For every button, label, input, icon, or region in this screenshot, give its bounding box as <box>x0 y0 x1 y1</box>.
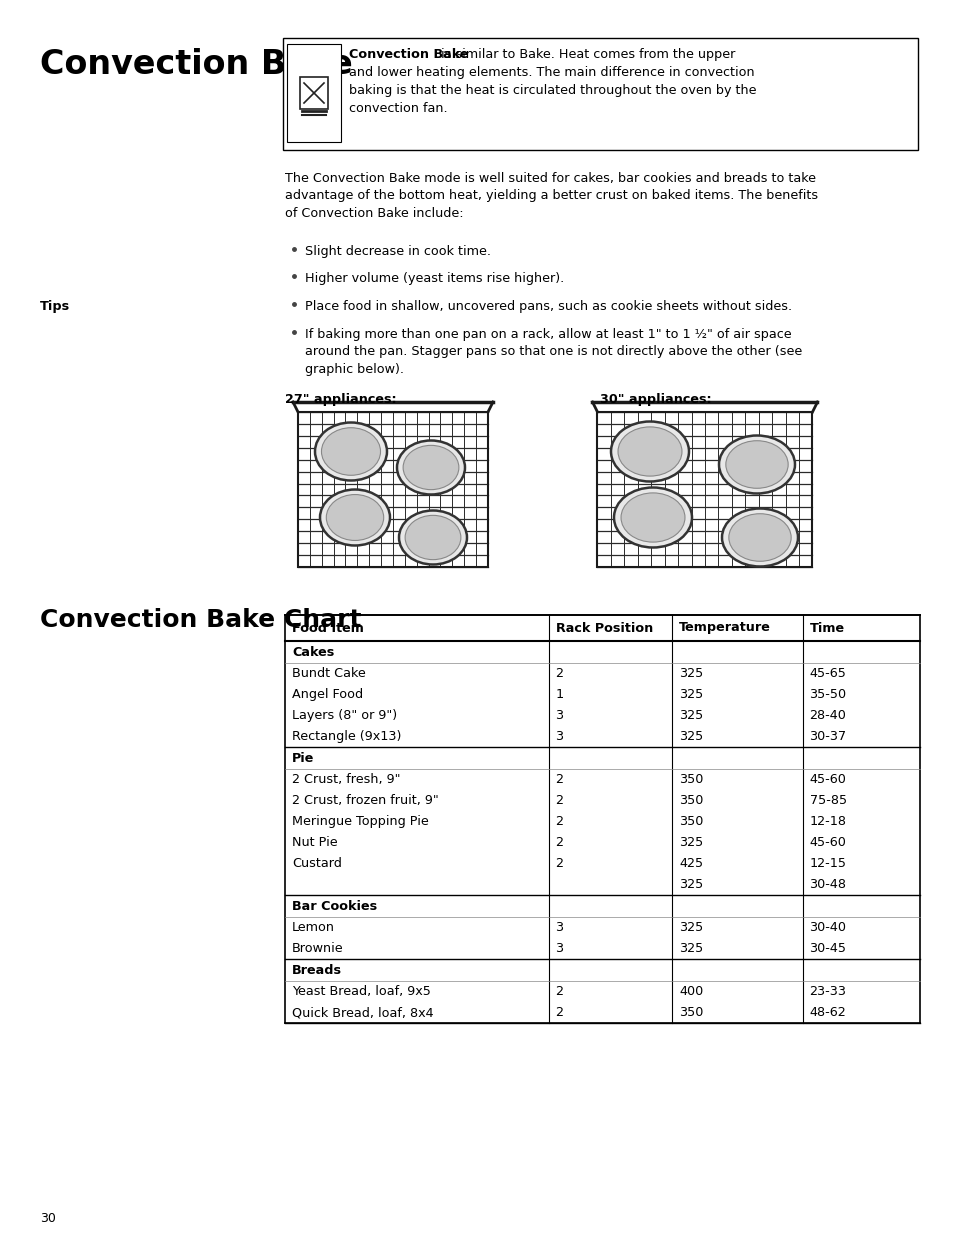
Ellipse shape <box>614 488 691 547</box>
Text: 350: 350 <box>679 773 703 785</box>
Text: 325: 325 <box>679 730 703 743</box>
Ellipse shape <box>314 422 387 480</box>
Text: 45-65: 45-65 <box>809 667 845 680</box>
Text: 3: 3 <box>555 942 563 955</box>
Bar <box>597 412 812 567</box>
Ellipse shape <box>721 509 797 567</box>
Ellipse shape <box>405 515 460 559</box>
Bar <box>287 44 340 142</box>
Text: Angel Food: Angel Food <box>292 688 363 701</box>
Text: 30-37: 30-37 <box>809 730 845 743</box>
Text: 23-33: 23-33 <box>809 986 845 998</box>
Text: 325: 325 <box>679 836 703 848</box>
Text: 350: 350 <box>679 815 703 827</box>
Bar <box>297 412 488 567</box>
Text: 35-50: 35-50 <box>809 688 845 701</box>
Text: 2: 2 <box>555 667 563 680</box>
Text: 30-45: 30-45 <box>809 942 845 955</box>
Text: Bundt Cake: Bundt Cake <box>292 667 365 680</box>
Text: 325: 325 <box>679 878 703 890</box>
Text: 28-40: 28-40 <box>809 709 845 722</box>
Text: Breads: Breads <box>292 963 341 977</box>
Text: Quick Bread, loaf, 8x4: Quick Bread, loaf, 8x4 <box>292 1007 434 1019</box>
Text: 2: 2 <box>555 857 563 869</box>
Text: 2: 2 <box>555 794 563 806</box>
Ellipse shape <box>319 489 390 546</box>
Text: 30-48: 30-48 <box>809 878 845 890</box>
Ellipse shape <box>725 441 787 488</box>
Text: Time: Time <box>809 621 843 635</box>
Text: 48-62: 48-62 <box>809 1007 845 1019</box>
Text: 2: 2 <box>555 1007 563 1019</box>
Text: 3: 3 <box>555 921 563 934</box>
Text: Higher volume (yeast items rise higher).: Higher volume (yeast items rise higher). <box>305 272 563 285</box>
Text: 30-40: 30-40 <box>809 921 845 934</box>
Text: The Convection Bake mode is well suited for cakes, bar cookies and breads to tak: The Convection Bake mode is well suited … <box>285 172 818 220</box>
Text: Convection Bake Chart: Convection Bake Chart <box>40 608 361 632</box>
Text: Brownie: Brownie <box>292 942 343 955</box>
Ellipse shape <box>396 441 464 494</box>
Text: Custard: Custard <box>292 857 341 869</box>
Ellipse shape <box>610 421 688 482</box>
Text: Rectangle (9x13): Rectangle (9x13) <box>292 730 401 743</box>
Text: Cakes: Cakes <box>292 646 334 658</box>
Text: 45-60: 45-60 <box>809 773 845 785</box>
Text: 30" appliances:: 30" appliances: <box>599 393 711 406</box>
Text: Yeast Bread, loaf, 9x5: Yeast Bread, loaf, 9x5 <box>292 986 431 998</box>
Text: 3: 3 <box>555 730 563 743</box>
Text: Temperature: Temperature <box>679 621 770 635</box>
Text: 2: 2 <box>555 773 563 785</box>
Text: 3: 3 <box>555 709 563 722</box>
Text: Place food in shallow, uncovered pans, such as cookie sheets without sides.: Place food in shallow, uncovered pans, s… <box>305 300 791 312</box>
Ellipse shape <box>326 494 383 541</box>
Text: 325: 325 <box>679 921 703 934</box>
Text: 2: 2 <box>555 836 563 848</box>
Ellipse shape <box>398 510 467 564</box>
Text: Lemon: Lemon <box>292 921 335 934</box>
Text: 350: 350 <box>679 794 703 806</box>
Text: 400: 400 <box>679 986 703 998</box>
Text: 75-85: 75-85 <box>809 794 845 806</box>
Text: Tips: Tips <box>40 300 71 312</box>
Text: Nut Pie: Nut Pie <box>292 836 337 848</box>
Text: 30: 30 <box>40 1212 56 1225</box>
Text: 425: 425 <box>679 857 702 869</box>
Text: 2 Crust, frozen fruit, 9": 2 Crust, frozen fruit, 9" <box>292 794 438 806</box>
Text: 12-15: 12-15 <box>809 857 845 869</box>
Text: 12-18: 12-18 <box>809 815 845 827</box>
Text: 45-60: 45-60 <box>809 836 845 848</box>
Text: 325: 325 <box>679 667 703 680</box>
Text: 325: 325 <box>679 688 703 701</box>
Text: Meringue Topping Pie: Meringue Topping Pie <box>292 815 428 827</box>
Text: Bar Cookies: Bar Cookies <box>292 899 376 913</box>
Text: 2: 2 <box>555 815 563 827</box>
Text: 2 Crust, fresh, 9": 2 Crust, fresh, 9" <box>292 773 400 785</box>
Text: convection fan.: convection fan. <box>349 103 447 115</box>
Ellipse shape <box>321 427 380 475</box>
Text: If baking more than one pan on a rack, allow at least 1" to 1 ½" of air space
ar: If baking more than one pan on a rack, a… <box>305 329 801 375</box>
Text: 1: 1 <box>555 688 563 701</box>
Text: baking is that the heat is circulated throughout the oven by the: baking is that the heat is circulated th… <box>349 84 756 98</box>
Text: 325: 325 <box>679 942 703 955</box>
Text: Food Item: Food Item <box>292 621 363 635</box>
Text: Rack Position: Rack Position <box>555 621 652 635</box>
Text: 325: 325 <box>679 709 703 722</box>
Text: and lower heating elements. The main difference in convection: and lower heating elements. The main dif… <box>349 65 754 79</box>
Text: Convection Bake: Convection Bake <box>349 48 468 61</box>
Text: Pie: Pie <box>292 752 314 764</box>
Bar <box>299 77 328 109</box>
Text: is similar to Bake. Heat comes from the upper: is similar to Bake. Heat comes from the … <box>436 48 735 61</box>
Ellipse shape <box>403 446 458 489</box>
Text: 2: 2 <box>555 986 563 998</box>
Text: 350: 350 <box>679 1007 703 1019</box>
Ellipse shape <box>719 436 794 494</box>
Bar <box>283 38 917 149</box>
Text: Convection Bake: Convection Bake <box>40 48 353 82</box>
Ellipse shape <box>618 427 681 477</box>
Text: Slight decrease in cook time.: Slight decrease in cook time. <box>305 245 491 258</box>
Text: Layers (8" or 9"): Layers (8" or 9") <box>292 709 396 722</box>
Text: 27" appliances:: 27" appliances: <box>285 393 396 406</box>
Ellipse shape <box>620 493 684 542</box>
Ellipse shape <box>728 514 790 561</box>
